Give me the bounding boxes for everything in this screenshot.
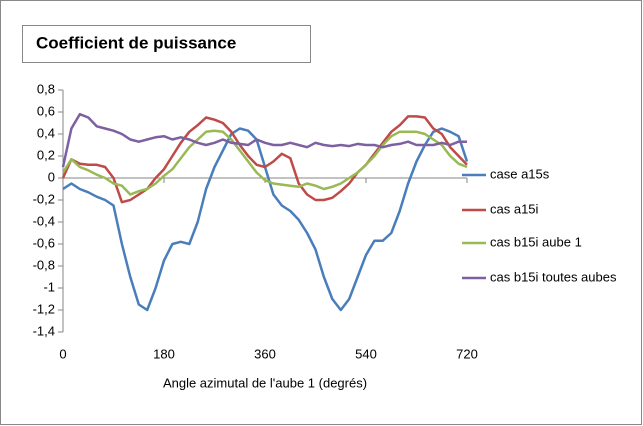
- x-tick-label: 360: [254, 346, 276, 361]
- y-tick-label: -0,8: [33, 257, 55, 272]
- series-line: [61, 129, 468, 196]
- y-tick-label: -1,4: [33, 323, 55, 338]
- series-line: [61, 115, 468, 204]
- y-tick-label: -0,4: [33, 213, 55, 228]
- legend-label: cas a15i: [490, 201, 539, 216]
- x-tick-label: 720: [456, 346, 478, 361]
- legend-label: cas b15i toutes aubes: [490, 269, 617, 284]
- y-tick-label: -0,2: [33, 191, 55, 206]
- x-tick-label: 0: [59, 346, 66, 361]
- title-box: [22, 25, 311, 63]
- y-tick-label: -0,6: [33, 235, 55, 250]
- y-tick-label: 0,4: [37, 125, 55, 140]
- x-tick-label: 180: [153, 346, 175, 361]
- x-tick-label: 540: [355, 346, 377, 361]
- y-tick-label: 0,6: [37, 103, 55, 118]
- y-tick-label: 0,2: [37, 147, 55, 162]
- y-tick-label: -1,2: [33, 301, 55, 316]
- y-tick-label: -1: [43, 279, 55, 294]
- chart-title: Coefficient de puissance: [36, 33, 236, 52]
- series-line: [61, 112, 467, 168]
- legend-label: case a15s: [490, 166, 550, 181]
- y-tick-label: 0: [48, 169, 55, 184]
- x-axis-label: Angle azimutal de l'aube 1 (degrés): [163, 375, 367, 390]
- y-tick-label: 0,8: [37, 81, 55, 96]
- legend-label: cas b15i aube 1: [490, 234, 582, 249]
